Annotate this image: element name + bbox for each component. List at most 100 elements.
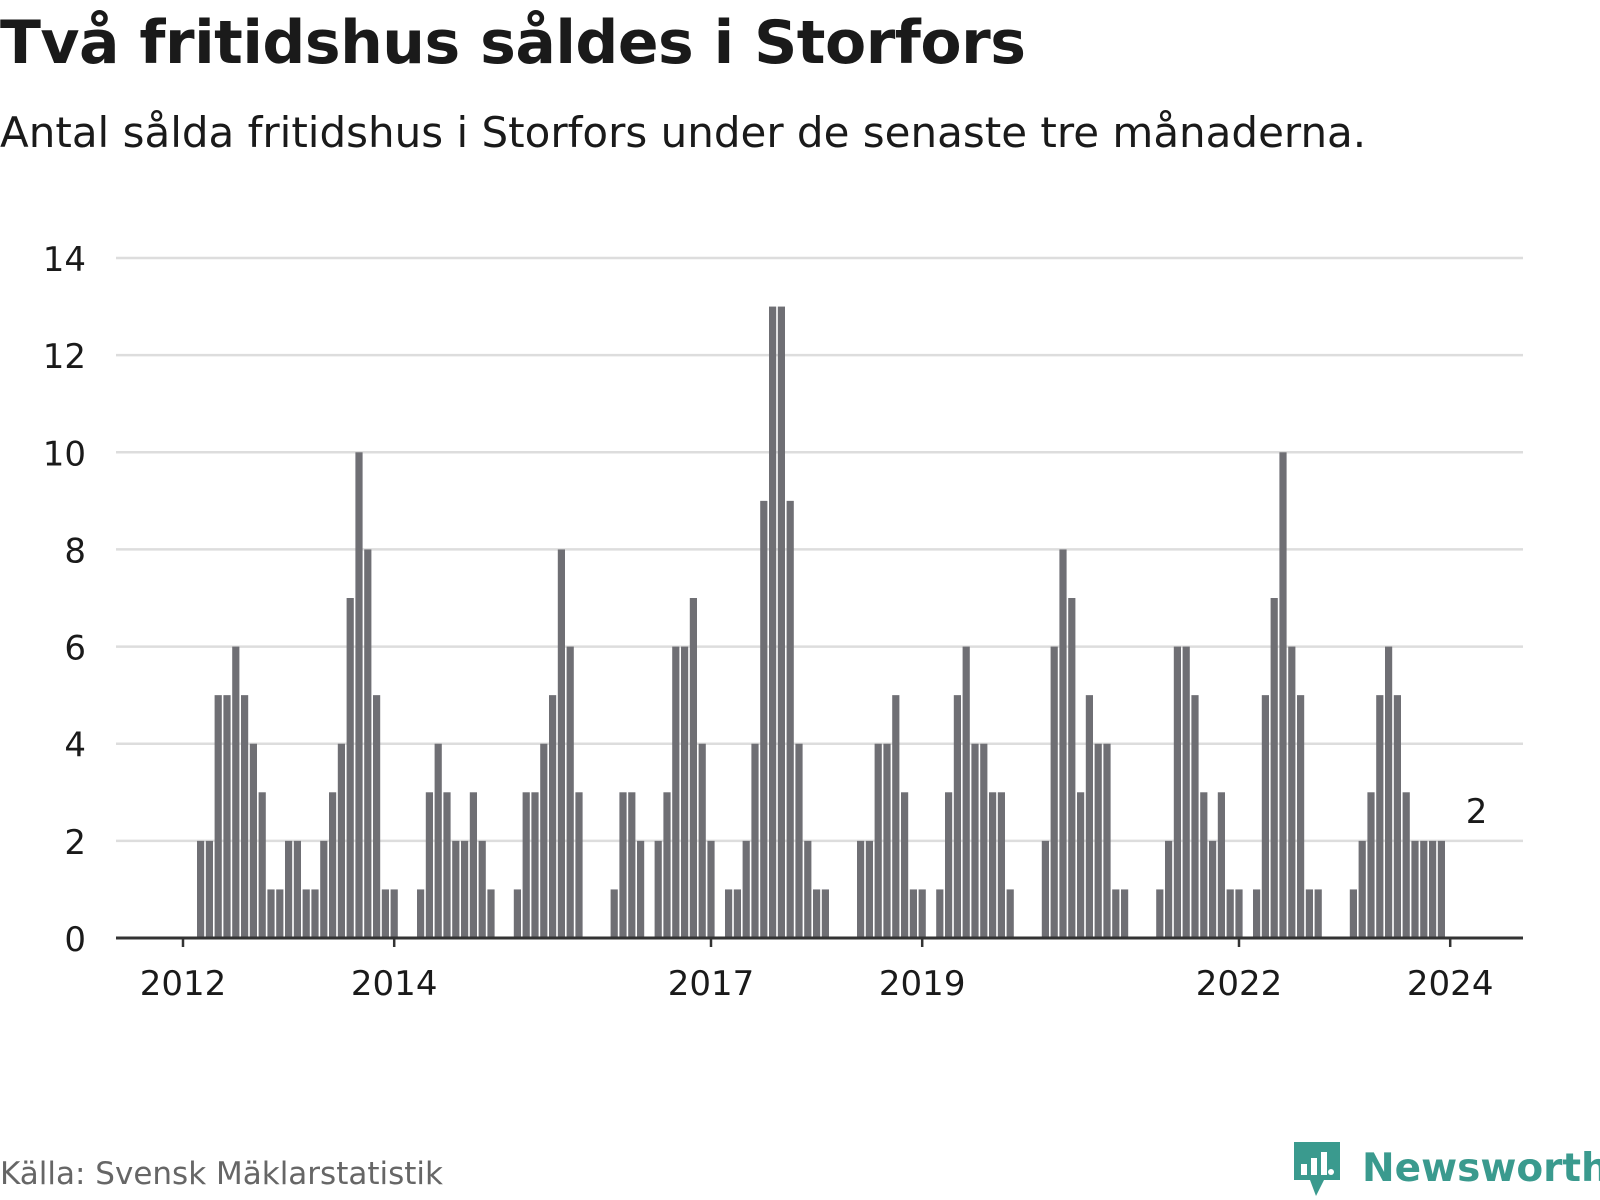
- bar: [619, 792, 627, 938]
- bar: [1182, 646, 1190, 938]
- bar: [197, 840, 205, 938]
- bar: [461, 840, 469, 938]
- bar: [1358, 840, 1366, 938]
- y-tick-label: 12: [43, 337, 86, 377]
- bar: [487, 889, 495, 938]
- bar: [425, 792, 433, 938]
- bar: [434, 743, 442, 938]
- bar: [1261, 695, 1269, 938]
- bar: [249, 743, 257, 938]
- bar: [769, 306, 777, 939]
- bar: [725, 889, 733, 938]
- bar: [865, 840, 873, 938]
- bar: [901, 792, 909, 938]
- bar: [1297, 695, 1305, 938]
- bar: [1077, 792, 1085, 938]
- bar: [1279, 452, 1287, 938]
- bar: [1217, 792, 1225, 938]
- bar: [1385, 646, 1393, 938]
- bar: [452, 840, 460, 938]
- bar: [628, 792, 636, 938]
- bar: [742, 840, 750, 938]
- bar: [267, 889, 275, 938]
- bar: [962, 646, 970, 938]
- bar: [821, 889, 829, 938]
- bar: [786, 500, 794, 938]
- bar: [320, 840, 328, 938]
- bar: [610, 889, 618, 938]
- bar: [1085, 695, 1093, 938]
- bar: [302, 889, 310, 938]
- x-tick-label: 2017: [668, 964, 755, 1004]
- bar: [566, 646, 574, 938]
- bar: [549, 695, 557, 938]
- bar: [1121, 889, 1129, 938]
- x-tick-label: 2024: [1407, 964, 1494, 1004]
- bar: [1041, 840, 1049, 938]
- bar: [909, 889, 917, 938]
- y-tick-label: 14: [43, 240, 86, 280]
- bar: [1209, 840, 1217, 938]
- bar: [1173, 646, 1181, 938]
- bar: [223, 695, 231, 938]
- bar: [707, 840, 715, 938]
- bar: [355, 452, 363, 938]
- bar: [443, 792, 451, 938]
- bar: [883, 743, 891, 938]
- bar: [795, 743, 803, 938]
- bar: [1191, 695, 1199, 938]
- bar: [417, 889, 425, 938]
- bar: [557, 549, 565, 938]
- bar: [1270, 598, 1278, 938]
- bar: [997, 792, 1005, 938]
- bar: [892, 695, 900, 938]
- bar: [980, 743, 988, 938]
- bar: [478, 840, 486, 938]
- bar: [1349, 889, 1357, 938]
- bar: [1235, 889, 1243, 938]
- x-tick-label: 2022: [1196, 964, 1283, 1004]
- bar: [971, 743, 979, 938]
- bar: [1068, 598, 1076, 938]
- bar: [285, 840, 293, 938]
- bar: [654, 840, 662, 938]
- bar: [276, 889, 284, 938]
- source-note: Källa: Svensk Mäklarstatistik: [0, 1156, 443, 1192]
- bar: [1420, 840, 1428, 938]
- bar: [1253, 889, 1261, 938]
- bar: [293, 840, 301, 938]
- bar: [311, 889, 319, 938]
- bar: [733, 889, 741, 938]
- bar: [1112, 889, 1120, 938]
- bar: [1156, 889, 1164, 938]
- bar: [689, 598, 697, 938]
- bar: [1094, 743, 1102, 938]
- y-tick-label: 8: [64, 531, 86, 571]
- bar: [1437, 840, 1445, 938]
- bar: [953, 695, 961, 938]
- bar: [241, 695, 249, 938]
- bar: [989, 792, 997, 938]
- bar: [1200, 792, 1208, 938]
- newsworthy-logo-icon: [1294, 1142, 1340, 1196]
- y-tick-label: 2: [64, 823, 86, 863]
- highlight-value-label: 2: [1466, 792, 1488, 832]
- bar: [918, 889, 926, 938]
- bar: [1367, 792, 1375, 938]
- bar: [205, 840, 213, 938]
- bar: [381, 889, 389, 938]
- bar: [1305, 889, 1313, 938]
- x-tick-label: 2019: [879, 964, 966, 1004]
- bar: [804, 840, 812, 938]
- bar: [575, 792, 583, 938]
- bar: [760, 500, 768, 938]
- bar: [469, 792, 477, 938]
- bar: [936, 889, 944, 938]
- bar: [531, 792, 539, 938]
- y-tick-label: 6: [64, 629, 86, 669]
- bar: [346, 598, 354, 938]
- bar: [1165, 840, 1173, 938]
- bar: [1314, 889, 1322, 938]
- chart-title: Två fritidshus såldes i Storfors: [0, 8, 1026, 78]
- bar: [390, 889, 398, 938]
